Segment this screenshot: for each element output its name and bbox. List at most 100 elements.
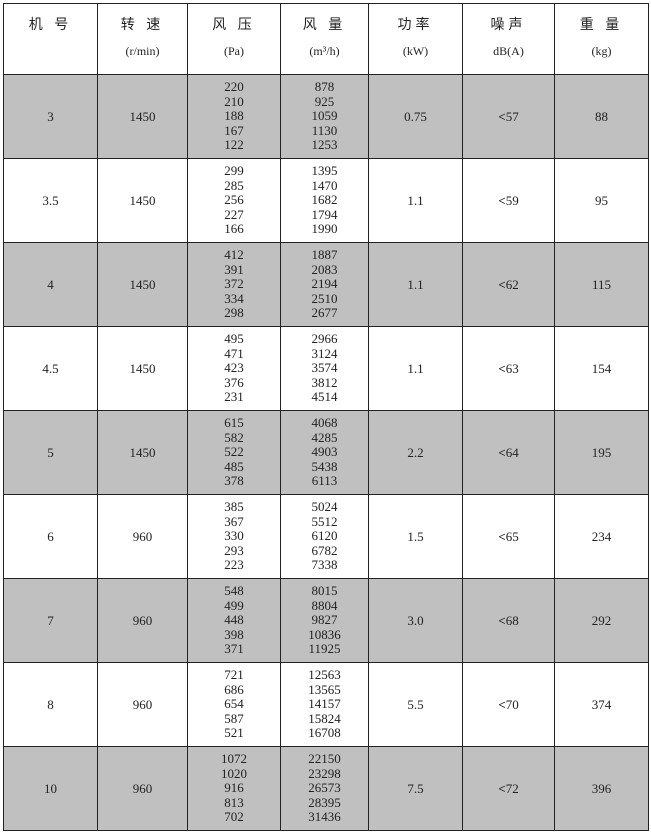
flow-cell-value: 2677 (311, 305, 338, 321)
weight-cell: 154 (554, 326, 649, 411)
flow-cell-value: 6120 (311, 528, 338, 544)
pressure-cell-value: 378 (224, 473, 244, 489)
fan-spec-table: 机 号 转 速 (r/min) 风 压 (Pa) 风 量 (m³/h) 功率 (kW) … (3, 3, 649, 831)
less-than-sign: < (498, 444, 506, 460)
noise-value: 63 (505, 360, 519, 376)
pressure-cell-value: 423 (224, 360, 244, 376)
pressure-cell-value: 188 (224, 108, 244, 124)
table-row: 4 1450 412 391 372 334 298 1887 2083 2194 2510 2677… (3, 242, 649, 327)
pressure-cell-value: 702 (224, 809, 244, 825)
header-pressure: 风 压 (Pa) (187, 3, 281, 75)
table-row: 10 960 1072 1020 916 813 702 22150 23298 26573 283… (3, 746, 649, 831)
flow-cell-value: 13565 (308, 681, 341, 697)
noise-value: 57 (505, 108, 519, 124)
flow-cell-value: 6113 (311, 473, 338, 489)
flow-cell-value: 2083 (311, 261, 338, 277)
header-row: 机 号 转 速 (r/min) 风 压 (Pa) 风 量 (m³/h) 功率 (kW) … (3, 3, 649, 75)
flow-cell-value: 4068 (311, 415, 338, 431)
speed-cell: 1450 (97, 74, 188, 159)
noise-cell: <59 (462, 158, 555, 243)
flow-cell-value: 1682 (311, 192, 338, 208)
pressure-cell-value: 367 (224, 513, 244, 529)
weight-cell: 396 (554, 746, 649, 831)
flow-cell-value: 7338 (311, 557, 338, 573)
weight-cell: 88 (554, 74, 649, 159)
header-title: 重 量 (579, 18, 624, 33)
pressure-cell-value: 298 (224, 305, 244, 321)
pressure-cell-value: 398 (224, 626, 244, 642)
flow-cell-value: 5024 (311, 499, 338, 515)
pressure-cell-value: 522 (224, 444, 244, 460)
flow-cell-value: 878 (314, 79, 335, 95)
flow-cell-value: 8015 (311, 583, 338, 599)
header-weight: 重 量 (kg) (554, 3, 649, 75)
pressure-cell: 385 367 330 293 223 (187, 494, 281, 579)
header-title: 机 号 (28, 18, 73, 33)
pressure-cell-value: 256 (224, 192, 244, 208)
pressure-cell-value: 293 (224, 542, 244, 558)
noise-value: 68 (505, 612, 519, 628)
pressure-cell-value: 299 (224, 163, 244, 179)
model-cell: 5 (3, 410, 98, 495)
pressure-cell-value: 210 (224, 93, 244, 109)
flow-cell-value: 2194 (311, 276, 338, 292)
noise-value: 64 (505, 444, 519, 460)
pressure-cell-value: 1020 (221, 765, 247, 781)
model-cell: 6 (3, 494, 98, 579)
weight-cell: 234 (554, 494, 649, 579)
flow-cell-value: 925 (314, 93, 335, 109)
flow-cell-value: 11925 (308, 641, 341, 657)
power-cell: 0.75 (368, 74, 463, 159)
flow-cell-value: 26573 (308, 780, 341, 796)
less-than-sign: < (498, 528, 506, 544)
table-row: 6 960 385 367 330 293 223 5024 5512 6120 6782 7338 1… (3, 494, 649, 579)
weight-cell: 115 (554, 242, 649, 327)
model-cell: 7 (3, 578, 98, 663)
noise-cell: <72 (462, 746, 555, 831)
flow-cell-value: 15824 (308, 710, 341, 726)
header-speed: 转 速 (r/min) (97, 3, 188, 75)
header-title: 噪声 (490, 18, 527, 33)
flow-cell-value: 5512 (311, 513, 338, 529)
noise-cell: <64 (462, 410, 555, 495)
weight-cell: 195 (554, 410, 649, 495)
pressure-cell-value: 223 (224, 557, 244, 573)
noise-cell: <70 (462, 662, 555, 747)
pressure-cell-value: 220 (224, 79, 244, 95)
flow-cell: 4068 4285 4903 5438 6113 (280, 410, 369, 495)
flow-cell-value: 1794 (311, 206, 338, 222)
pressure-cell-value: 615 (224, 415, 244, 431)
flow-cell-value: 4514 (311, 389, 338, 405)
flow-cell-value: 1470 (311, 177, 338, 193)
flow-cell-value: 14157 (308, 696, 341, 712)
less-than-sign: < (498, 780, 506, 796)
flow-cell-value: 28395 (308, 794, 341, 810)
pressure-cell: 220 210 188 167 122 (187, 74, 281, 159)
flow-cell-value: 6782 (311, 542, 338, 558)
pressure-cell-value: 285 (224, 177, 244, 193)
header-unit: (kg) (591, 44, 612, 58)
pressure-cell-value: 654 (224, 696, 244, 712)
header-noise: 噪声 dB(A) (462, 3, 555, 75)
header-title: 风 量 (302, 18, 347, 33)
less-than-sign: < (498, 696, 506, 712)
pressure-cell-value: 376 (224, 374, 244, 390)
pressure-cell: 721 686 654 587 521 (187, 662, 281, 747)
header-power: 功率 (kW) (368, 3, 463, 75)
flow-cell-value: 1395 (311, 163, 338, 179)
noise-value: 65 (505, 528, 519, 544)
pressure-cell-value: 448 (224, 612, 244, 628)
model-cell: 8 (3, 662, 98, 747)
header-unit: (r/min) (125, 44, 160, 58)
pressure-cell-value: 167 (224, 122, 244, 138)
flow-cell-value: 3574 (311, 360, 338, 376)
pressure-cell-value: 385 (224, 499, 244, 515)
noise-value: 72 (505, 780, 519, 796)
table-row: 7 960 548 499 448 398 371 8015 8804 9827 10836 1192… (3, 578, 649, 663)
pressure-cell-value: 813 (224, 794, 244, 810)
power-cell: 1.1 (368, 326, 463, 411)
pressure-cell-value: 485 (224, 458, 244, 474)
flow-cell: 5024 5512 6120 6782 7338 (280, 494, 369, 579)
header-model: 机 号 (3, 3, 98, 75)
flow-cell-value: 1130 (311, 122, 338, 138)
